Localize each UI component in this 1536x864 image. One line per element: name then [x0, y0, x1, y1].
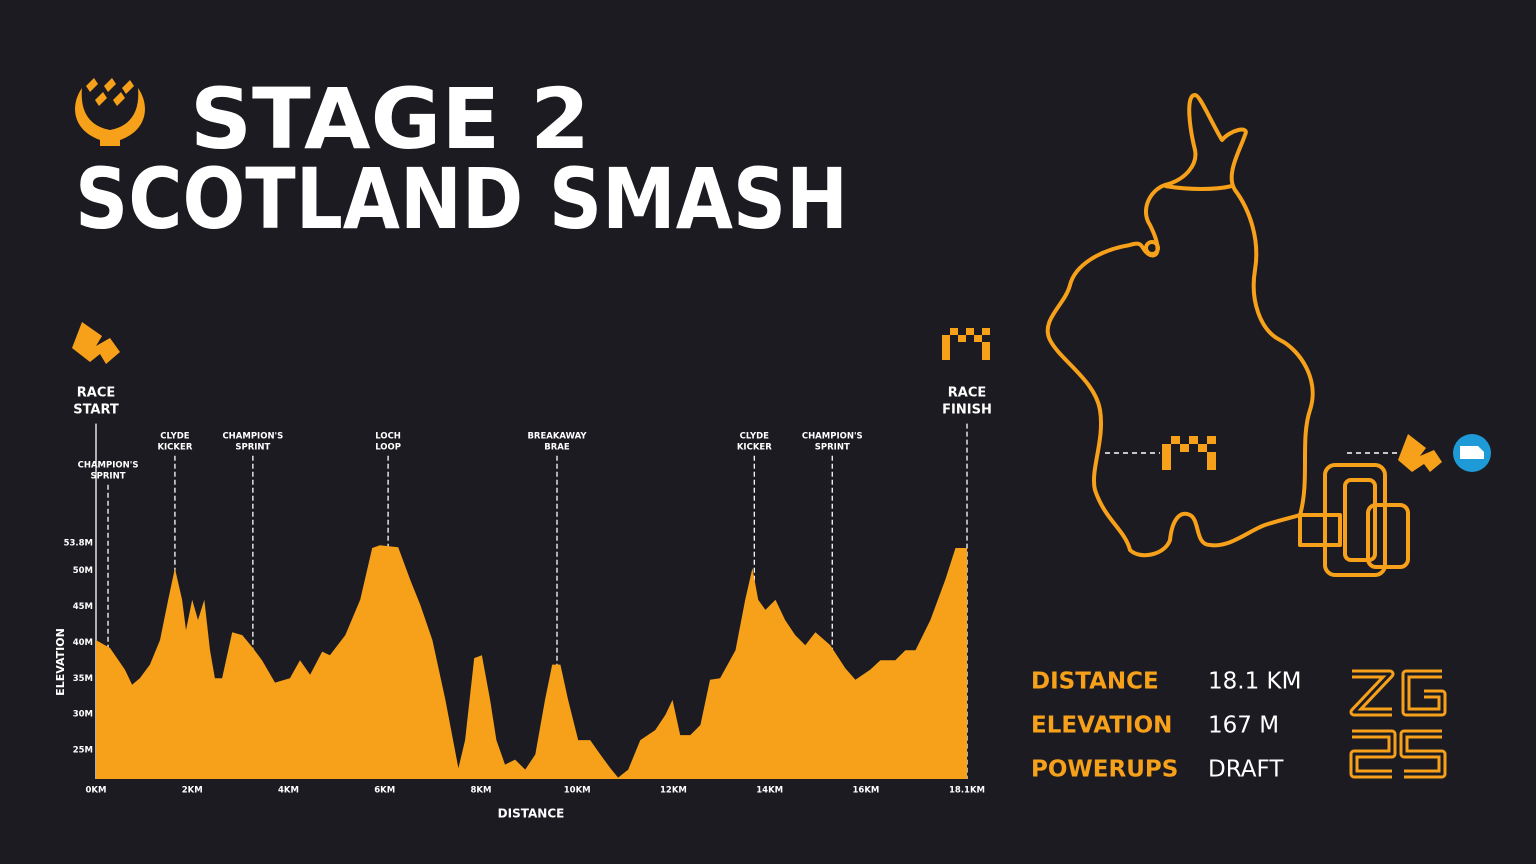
- x-tick-label: 14KM: [756, 786, 783, 796]
- annotation-label: LOCH: [375, 432, 401, 442]
- stat-value: 18.1 KM: [1208, 669, 1301, 695]
- annotation-label: KICKER: [157, 443, 192, 453]
- title: STAGE 2: [190, 70, 590, 168]
- y-tick-label: 50M: [73, 566, 93, 576]
- annotation-label: KICKER: [737, 443, 772, 453]
- x-tick-label: 6KM: [374, 786, 395, 796]
- annotation-label: SPRINT: [235, 443, 270, 453]
- finish-icon: [942, 328, 990, 360]
- y-tick-label: 53.8M: [64, 539, 93, 549]
- annotation-label: RACE: [77, 386, 116, 401]
- x-tick-label: 4KM: [278, 786, 299, 796]
- annotation-label: START: [73, 403, 119, 418]
- stat-label: POWERUPS: [1031, 757, 1178, 783]
- map-markers: [1105, 434, 1491, 472]
- annotation-label: CHAMPION'S: [78, 461, 139, 471]
- annotation-label: SPRINT: [91, 472, 126, 482]
- x-tick-label: 8KM: [470, 786, 491, 796]
- stat-value: DRAFT: [1208, 757, 1284, 783]
- annotation-label: CLYDE: [740, 432, 770, 442]
- start-icon: [72, 322, 120, 364]
- elevation-chart: RACESTARTCHAMPION'SSPRINTCLYDEKICKERCHAM…: [54, 386, 992, 821]
- annotation-label: RACE: [948, 386, 987, 401]
- y-tick-label: 35M: [73, 674, 93, 684]
- trophy-icon: [75, 78, 145, 146]
- x-tick-label: 0KM: [86, 786, 107, 796]
- elevation-area: [96, 545, 967, 779]
- y-tick-label: 40M: [73, 638, 93, 648]
- annotation-label: CHAMPION'S: [802, 432, 863, 442]
- zg25-logo: [1349, 669, 1447, 779]
- x-tick-label: 16KM: [853, 786, 880, 796]
- annotation-label: SPRINT: [815, 443, 850, 453]
- course-map: [1045, 93, 1410, 577]
- subtitle: SCOTLAND SMASH: [75, 150, 848, 248]
- stat-label: ELEVATION: [1031, 713, 1172, 739]
- annotation-label: CHAMPION'S: [222, 432, 283, 442]
- y-tick-label: 45M: [73, 602, 93, 612]
- x-tick-label: 2KM: [182, 786, 203, 796]
- stats-panel: DISTANCE 18.1 KM ELEVATION 167 M POWERUPS DRA…: [1031, 669, 1301, 783]
- y-axis-label: ELEVATION: [54, 628, 67, 696]
- annotation-label: CLYDE: [160, 432, 190, 442]
- x-tick-label: 18.1KM: [949, 786, 985, 796]
- stat-label: DISTANCE: [1031, 669, 1159, 695]
- stat-value: 167 M: [1208, 713, 1279, 739]
- annotation-label: FINISH: [942, 403, 992, 418]
- x-tick-label: 10KM: [564, 786, 591, 796]
- x-tick-label: 12KM: [660, 786, 687, 796]
- x-axis-label: DISTANCE: [498, 807, 565, 821]
- y-tick-label: 25M: [73, 746, 93, 756]
- annotation-label: BREAKAWAY: [527, 432, 587, 442]
- y-tick-label: 30M: [73, 710, 93, 720]
- annotation-label: LOOP: [375, 443, 401, 453]
- annotation-label: BRAE: [544, 443, 570, 453]
